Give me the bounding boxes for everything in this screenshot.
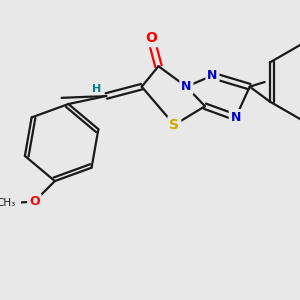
- Text: O: O: [145, 31, 157, 45]
- Text: N: N: [231, 111, 241, 124]
- Text: CH₃: CH₃: [0, 198, 16, 208]
- Text: N: N: [207, 69, 218, 82]
- Text: S: S: [169, 118, 179, 132]
- Text: O: O: [29, 195, 40, 208]
- Text: N: N: [181, 80, 192, 93]
- Text: H: H: [92, 83, 102, 94]
